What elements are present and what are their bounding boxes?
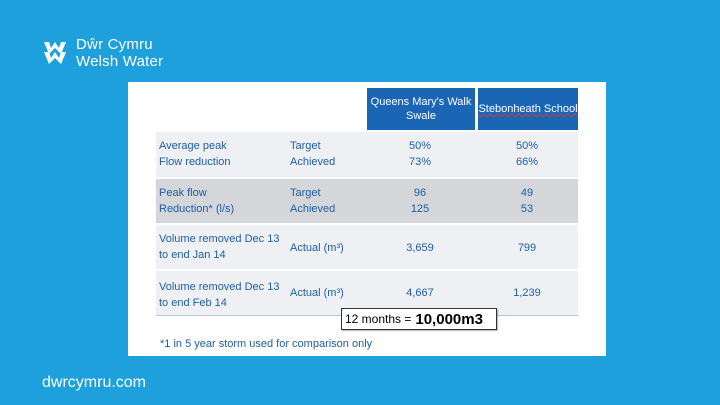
measure-line2: Achieved [290, 203, 336, 215]
metric-line1: Average peak [159, 140, 227, 152]
measure-cell: Actual (m³) [290, 242, 344, 254]
header-stebonheath-school: Stebonheath School [476, 88, 578, 130]
metric-line2: Reduction* (l/s) [159, 203, 235, 215]
measure-line2: Achieved [290, 156, 336, 168]
table-row: Volume removed Dec 13 to end Jan 14 Actu… [156, 224, 578, 269]
metric-cell: Volume removed Dec 13 to end Feb 14 [159, 279, 289, 311]
value-a-line1: 96 [413, 187, 427, 199]
value-cell-b: 1,239 [513, 287, 541, 299]
metric-line1: Peak flow [159, 187, 207, 199]
header-queens-marys-walk-swale: Queens Mary's Walk Swale [365, 88, 475, 130]
value-a-line1: 50% [408, 140, 432, 152]
brand-name-line2: Welsh Water [76, 53, 164, 70]
value-b-line2: 53 [520, 203, 534, 215]
value-cell-a: 50% 73% [365, 138, 475, 170]
header-stebonheath-school-label: Stebonheath School [478, 103, 578, 115]
measure-line1: Target [290, 140, 321, 152]
value-cell-a: 3,659 [406, 242, 434, 254]
measure-cell: Target Achieved [290, 185, 364, 217]
footer-url[interactable]: dwrcymru.com [42, 374, 147, 391]
measure-cell: Target Achieved [290, 138, 364, 170]
value-b-line2: 66% [515, 156, 539, 168]
value-a-line2: 125 [410, 203, 430, 215]
value-cell-a: 96 125 [365, 185, 475, 217]
table-header: Queens Mary's Walk Swale Stebonheath Sch… [156, 88, 578, 130]
value-cell-a: 4,667 [406, 287, 434, 299]
metric-line2: Flow reduction [159, 156, 231, 168]
value-cell-b: 50% 66% [476, 138, 578, 170]
callout-value: 10,000m3 [415, 310, 483, 328]
metric-line1: Volume removed Dec 13 [159, 233, 280, 245]
measure-cell: Actual (m³) [290, 287, 344, 299]
footnote: *1 in 5 year storm used for comparison o… [160, 338, 373, 350]
metric-line2: to end Jan 14 [159, 249, 226, 261]
brand-logo: Dŵr Cymru Welsh Water [42, 36, 163, 70]
value-b-line1: 49 [520, 187, 534, 199]
dragon-logo-icon [44, 42, 66, 64]
metric-line1: Volume removed Dec 13 [159, 281, 280, 293]
annual-total-callout: 12 months = 10,000m3 [341, 308, 497, 330]
callout-prefix: 12 months = [345, 312, 412, 326]
value-cell-b: 799 [517, 242, 537, 254]
brand-name-line1: Dŵr Cymru [76, 36, 153, 53]
value-b-line1: 50% [515, 140, 539, 152]
metric-cell: Average peak Flow reduction [159, 138, 289, 170]
metric-line2: to end Feb 14 [159, 297, 227, 309]
metric-cell: Peak flow Reduction* (l/s) [159, 185, 289, 217]
value-cell-b: 49 53 [476, 185, 578, 217]
table-row: Average peak Flow reduction Target Achie… [156, 131, 578, 177]
metric-cell: Volume removed Dec 13 to end Jan 14 [159, 231, 289, 263]
measure-line1: Target [290, 187, 321, 199]
value-a-line2: 73% [408, 156, 432, 168]
table-row: Peak flow Reduction* (l/s) Target Achiev… [156, 178, 578, 223]
content-panel: Queens Mary's Walk Swale Stebonheath Sch… [128, 82, 606, 356]
brand-name: Dŵr Cymru Welsh Water [76, 36, 163, 70]
